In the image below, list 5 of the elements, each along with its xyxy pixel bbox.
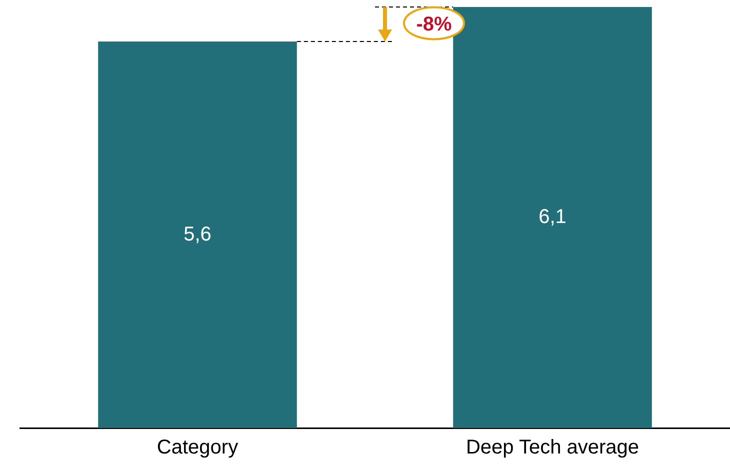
- data-label: 5,6: [184, 223, 212, 246]
- annotation: -8%: [416, 13, 452, 36]
- data-label: 6,1: [538, 206, 566, 228]
- x-tick-label: Deep Tech average: [466, 436, 640, 459]
- x-tick-label: Category: [156, 436, 238, 459]
